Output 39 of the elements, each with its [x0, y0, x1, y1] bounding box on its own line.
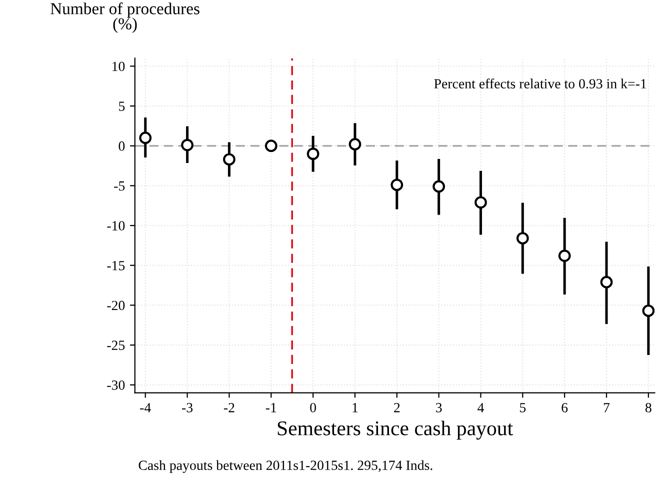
y-tick-label: 5: [119, 102, 125, 111]
point: [348, 138, 362, 150]
y-tick-label: -15: [107, 261, 125, 270]
x-tick-label: -2: [224, 403, 234, 412]
point: [264, 140, 278, 152]
x-tick-label: 8: [645, 402, 652, 412]
point: [223, 153, 236, 166]
x-tick-label: 6: [562, 403, 568, 412]
x-tick-label: 1: [352, 403, 358, 412]
text: Cash payouts between 2011s1-2015s1. 295,174 Inds.: [138, 460, 432, 473]
point: [432, 180, 446, 193]
point: [181, 138, 194, 152]
point: [390, 178, 404, 192]
point: [474, 196, 487, 209]
y-tick-label: -30: [107, 380, 125, 390]
y-tick-label: -20: [107, 300, 125, 310]
point: [306, 148, 320, 160]
x-tick-label: -1: [266, 403, 276, 412]
y-tick-label: -10: [107, 221, 125, 230]
x-tick-label: 2: [394, 403, 400, 412]
x-tick-label: 4: [478, 403, 484, 412]
x-tick-label: -4: [140, 403, 151, 412]
x-tick-label: 0: [310, 402, 316, 412]
point: [139, 132, 152, 144]
y-axis-title: Number of procedures (%): [50, 2, 200, 33]
point: [516, 232, 529, 244]
x-tick-label: 3: [436, 403, 442, 412]
point: [558, 250, 571, 262]
point: [600, 276, 613, 288]
x-axis-title: Semesters since cash payout: [278, 420, 513, 440]
x-tick-label: 5: [520, 403, 526, 412]
y-tick-label: 10: [112, 62, 125, 72]
x-tick-label: 7: [604, 403, 610, 412]
y-tick-label: -25: [107, 340, 125, 350]
annotation: Percent effects relative to 0.93 in k=-1: [434, 78, 646, 89]
point: [642, 304, 655, 317]
x-tick-label: -3: [182, 403, 193, 412]
y-tick-label: -5: [114, 181, 125, 191]
y-tick-label: 0: [118, 141, 125, 151]
